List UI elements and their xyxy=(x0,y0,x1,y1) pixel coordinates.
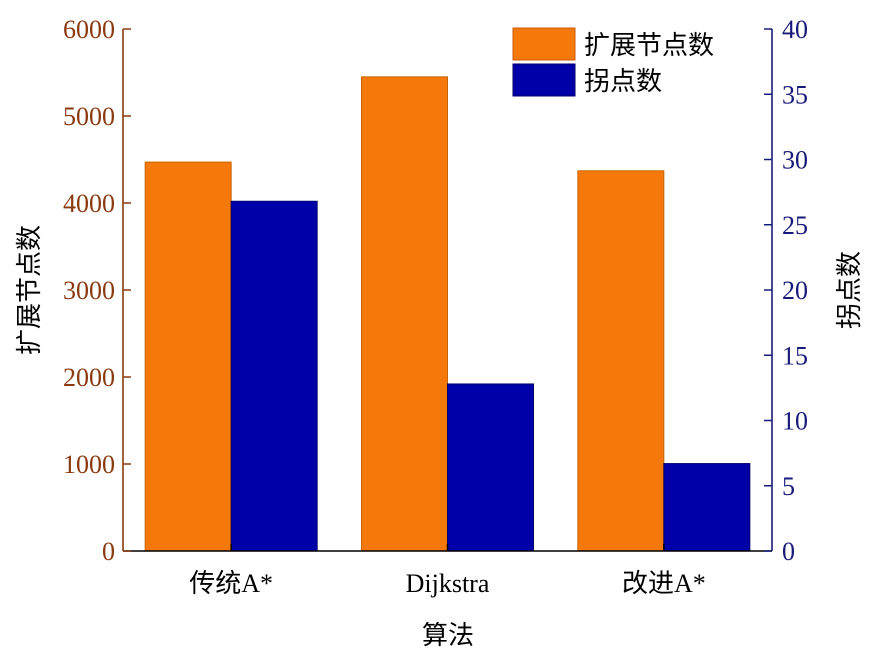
legend-label-expanded-nodes: 扩展节点数 xyxy=(584,31,714,61)
y-left-tick-label-5: 5000 xyxy=(63,102,115,131)
bar-expanded-nodes-2 xyxy=(577,170,665,552)
y-axis-left-title: 扩展节点数 xyxy=(15,225,45,355)
y-left-tick-label-3: 3000 xyxy=(63,276,115,305)
ticks-layer: 传统A* Dijkstra 改进A* 0 1000 2000 3000 4000 5000 600… xyxy=(63,15,808,598)
y-right-tick-label-0: 0 xyxy=(782,537,795,566)
y-left-tick-label-6: 6000 xyxy=(63,15,115,44)
y-axis-right-title: 拐点数 xyxy=(835,251,865,329)
x-tick-label-0: 传统A* xyxy=(189,569,273,598)
y-right-tick-label-5: 25 xyxy=(782,211,808,240)
y-left-tick-label-1: 1000 xyxy=(63,450,115,479)
bars-layer xyxy=(144,76,751,552)
bar-turning-points-2 xyxy=(663,463,751,552)
bar-expanded-nodes-1 xyxy=(361,76,448,552)
y-right-tick-label-6: 30 xyxy=(782,146,808,175)
y-right-tick-label-1: 5 xyxy=(782,472,795,501)
y-right-tick-label-7: 35 xyxy=(782,80,808,109)
y-left-tick-label-4: 4000 xyxy=(63,189,115,218)
legend: 扩展节点数 拐点数 xyxy=(512,27,714,97)
bar-turning-points-1 xyxy=(447,383,534,552)
y-right-tick-label-3: 15 xyxy=(782,341,808,370)
y-left-tick-label-0: 0 xyxy=(102,537,115,566)
x-axis-title: 算法 xyxy=(422,621,474,651)
bar-expanded-nodes-0 xyxy=(144,161,232,552)
x-tick-label-2: 改进A* xyxy=(622,569,706,598)
legend-label-turning-points: 拐点数 xyxy=(584,67,662,97)
legend-swatch-turning-points xyxy=(512,63,576,97)
axes-layer xyxy=(122,28,773,552)
x-tick-label-1: Dijkstra xyxy=(406,569,490,598)
legend-swatch-expanded-nodes xyxy=(512,27,576,61)
y-right-tick-label-2: 10 xyxy=(782,407,808,436)
y-right-tick-label-8: 40 xyxy=(782,15,808,44)
y-right-tick-label-4: 20 xyxy=(782,276,808,305)
bar-turning-points-0 xyxy=(230,200,318,552)
y-left-tick-label-2: 2000 xyxy=(63,363,115,392)
